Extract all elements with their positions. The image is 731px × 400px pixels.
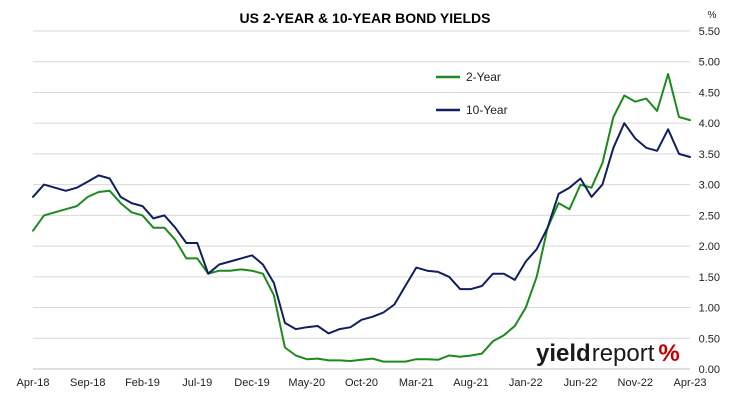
x-tick-label: Sep-18 — [70, 377, 105, 389]
x-tick-label: Jun-22 — [564, 377, 598, 389]
watermark-logo: yieldreport% — [536, 340, 680, 367]
legend-label-2-year: 2-Year — [466, 70, 501, 84]
series-line-2-year — [32, 73, 691, 363]
x-tick-label: Jul-19 — [182, 377, 212, 389]
watermark-percent-sign: % — [658, 340, 679, 367]
y-tick-label: 5.00 — [699, 57, 720, 69]
x-axis-tick-labels: Apr-18 Sep-18 Feb-19 Jul-19 Dec-19 May-20 Oct-… — [16, 377, 706, 389]
series-line-10-year — [32, 122, 691, 335]
y-tick-label: 1.50 — [699, 272, 720, 284]
y-tick-label: 2.00 — [699, 241, 720, 253]
y-axis-unit-label: % — [708, 10, 717, 21]
y-tick-label: 1.00 — [699, 303, 720, 315]
legend-label-10-year: 10-Year — [466, 103, 508, 117]
x-tick-label: Aug-21 — [453, 377, 488, 389]
x-tick-label: Apr-18 — [16, 377, 49, 389]
x-tick-label: Jan-22 — [509, 377, 543, 389]
svg-text:yieldreport%: yieldreport% — [536, 340, 680, 367]
x-tick-label: Dec-19 — [234, 377, 269, 389]
x-tick-label: May-20 — [288, 377, 325, 389]
x-tick-label: Feb-19 — [125, 377, 160, 389]
watermark-part-report: report — [592, 340, 655, 367]
y-axis-tick-labels: 0.00 0.50 1.00 1.50 2.00 2.50 3.00 3.50 4.00 4.50… — [699, 26, 720, 376]
y-tick-label: 4.00 — [699, 118, 720, 130]
x-tick-label: Mar-21 — [399, 377, 434, 389]
y-tick-label: 3.00 — [699, 180, 720, 192]
x-tick-label: Oct-20 — [345, 377, 378, 389]
x-tick-label: Nov-22 — [618, 377, 653, 389]
x-tick-label: Apr-23 — [673, 377, 706, 389]
y-tick-label: 3.50 — [699, 149, 720, 161]
watermark-part-yield: yield — [536, 340, 591, 367]
y-tick-label: 0.50 — [699, 333, 720, 345]
y-tick-label: 2.50 — [699, 210, 720, 222]
y-tick-label: 4.50 — [699, 87, 720, 99]
legend: 2-Year 10-Year — [436, 70, 508, 117]
series-lines — [32, 73, 691, 363]
chart-title: US 2-YEAR & 10-YEAR BOND YIELDS — [239, 10, 490, 26]
gridlines — [33, 30, 690, 370]
y-tick-label: 0.00 — [699, 364, 720, 376]
y-tick-label: 5.50 — [699, 26, 720, 38]
